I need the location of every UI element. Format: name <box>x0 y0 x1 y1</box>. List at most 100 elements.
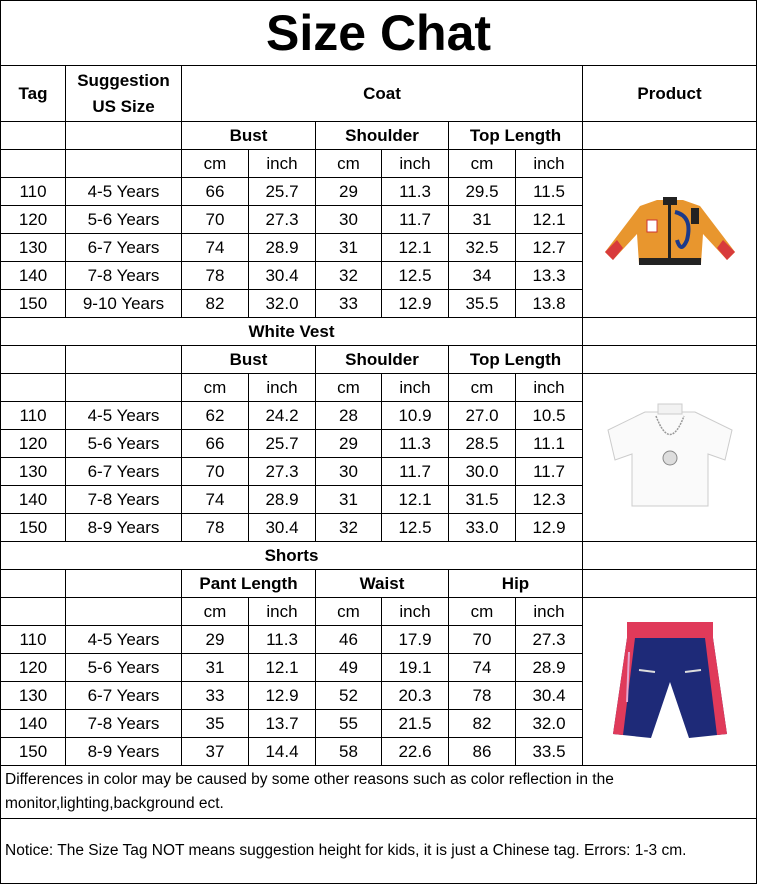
table-row: 120 5-6 Years 31 12.1 49 19.1 74 28.9 <box>0 653 757 682</box>
value-cell: 46 <box>315 625 382 654</box>
size-notice: Notice: The Size Tag NOT means suggestio… <box>0 818 757 884</box>
value-cell: 11.3 <box>381 177 449 206</box>
coat-header: Coat <box>181 65 583 122</box>
value-cell: 32 <box>315 261 382 290</box>
value-cell: 70 <box>181 457 249 486</box>
value-cell: 13.3 <box>515 261 583 290</box>
product-cell <box>581 569 757 598</box>
value-cell: 32.0 <box>515 709 583 738</box>
value-cell: 24.2 <box>248 401 316 430</box>
us-size-cell: 5-6 Years <box>65 429 182 458</box>
measure-header-row: Bust Shoulder Top Length <box>0 345 757 374</box>
product-cell <box>581 541 757 570</box>
cell <box>0 345 66 374</box>
unit-label: cm <box>181 149 249 178</box>
value-cell: 70 <box>181 205 249 234</box>
value-cell: 29.5 <box>448 177 516 206</box>
value-cell: 12.9 <box>248 681 316 710</box>
value-cell: 30.4 <box>515 681 583 710</box>
measure-header: Top Length <box>448 121 583 150</box>
jacket-icon <box>584 194 756 274</box>
tag-cell: 120 <box>0 429 66 458</box>
value-cell: 12.1 <box>381 485 449 514</box>
value-cell: 37 <box>181 737 249 766</box>
unit-label: cm <box>315 149 382 178</box>
value-cell: 33 <box>181 681 249 710</box>
measure-header: Pant Length <box>181 569 316 598</box>
unit-label: cm <box>315 373 382 402</box>
table-row: 140 7-8 Years 74 28.9 31 12.1 31.5 12.3 <box>0 485 757 514</box>
us-size-cell: 7-8 Years <box>65 485 182 514</box>
value-cell: 55 <box>315 709 382 738</box>
unit-label: inch <box>248 373 316 402</box>
unit-label: inch <box>515 373 583 402</box>
value-cell: 28.9 <box>248 233 316 262</box>
measure-header: Top Length <box>448 345 583 374</box>
value-cell: 31 <box>448 205 516 234</box>
unit-label: inch <box>515 597 583 626</box>
cell <box>0 149 66 178</box>
table-row: 150 8-9 Years 37 14.4 58 22.6 86 33.5 <box>0 737 757 766</box>
measure-header: Bust <box>181 345 316 374</box>
value-cell: 62 <box>181 401 249 430</box>
value-cell: 19.1 <box>381 653 449 682</box>
unit-row: cm inch cm inch cm inch <box>0 597 757 766</box>
value-cell: 31 <box>181 653 249 682</box>
us-size-cell: 4-5 Years <box>65 177 182 206</box>
value-cell: 33.5 <box>515 737 583 766</box>
value-cell: 74 <box>448 653 516 682</box>
value-cell: 58 <box>315 737 382 766</box>
value-cell: 12.1 <box>515 205 583 234</box>
cell <box>0 373 66 402</box>
measure-header: Shoulder <box>315 121 449 150</box>
table-row: 110 4-5 Years 29 11.3 46 17.9 70 27.3 <box>0 625 757 654</box>
table-row: 110 4-5 Years 66 25.7 29 11.3 29.5 11.5 <box>0 177 757 206</box>
value-cell: 82 <box>448 709 516 738</box>
tag-cell: 150 <box>0 513 66 542</box>
cell <box>65 149 182 178</box>
value-cell: 12.5 <box>381 261 449 290</box>
value-cell: 28.5 <box>448 429 516 458</box>
measure-header-row: Pant Length Waist Hip <box>0 569 757 598</box>
product-cell <box>581 345 757 374</box>
value-cell: 74 <box>181 233 249 262</box>
section-title-row: White Vest <box>0 317 757 346</box>
table-row: 110 4-5 Years 62 24.2 28 10.9 27.0 10.5 <box>0 401 757 430</box>
value-cell: 49 <box>315 653 382 682</box>
value-cell: 12.9 <box>381 289 449 318</box>
cell <box>65 597 182 626</box>
tag-cell: 110 <box>0 177 66 206</box>
value-cell: 35 <box>181 709 249 738</box>
us-size-cell: 6-7 Years <box>65 457 182 486</box>
value-cell: 13.7 <box>248 709 316 738</box>
value-cell: 10.5 <box>515 401 583 430</box>
value-cell: 86 <box>448 737 516 766</box>
value-cell: 32.0 <box>248 289 316 318</box>
white-tshirt-icon <box>584 398 756 518</box>
section-title: Shorts <box>0 541 583 570</box>
value-cell: 30 <box>315 205 382 234</box>
value-cell: 12.3 <box>515 485 583 514</box>
value-cell: 27.3 <box>515 625 583 654</box>
tag-cell: 150 <box>0 737 66 766</box>
color-disclaimer: Differences in color may be caused by so… <box>0 765 757 819</box>
value-cell: 33.0 <box>448 513 516 542</box>
unit-label: inch <box>381 597 449 626</box>
value-cell: 32 <box>315 513 382 542</box>
value-cell: 28.9 <box>248 485 316 514</box>
measure-header: Shoulder <box>315 345 449 374</box>
value-cell: 17.9 <box>381 625 449 654</box>
unit-label: cm <box>181 373 249 402</box>
cell <box>0 569 66 598</box>
value-cell: 11.7 <box>515 457 583 486</box>
value-cell: 13.8 <box>515 289 583 318</box>
value-cell: 82 <box>181 289 249 318</box>
value-cell: 70 <box>448 625 516 654</box>
unit-label: inch <box>248 149 316 178</box>
measure-header: Waist <box>315 569 449 598</box>
value-cell: 32.5 <box>448 233 516 262</box>
product-image <box>581 373 757 542</box>
us-size-cell: 8-9 Years <box>65 737 182 766</box>
value-cell: 27.3 <box>248 457 316 486</box>
